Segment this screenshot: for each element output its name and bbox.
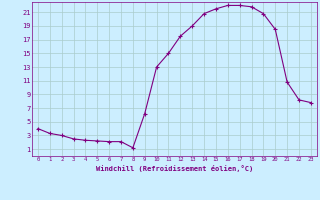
X-axis label: Windchill (Refroidissement éolien,°C): Windchill (Refroidissement éolien,°C) — [96, 165, 253, 172]
